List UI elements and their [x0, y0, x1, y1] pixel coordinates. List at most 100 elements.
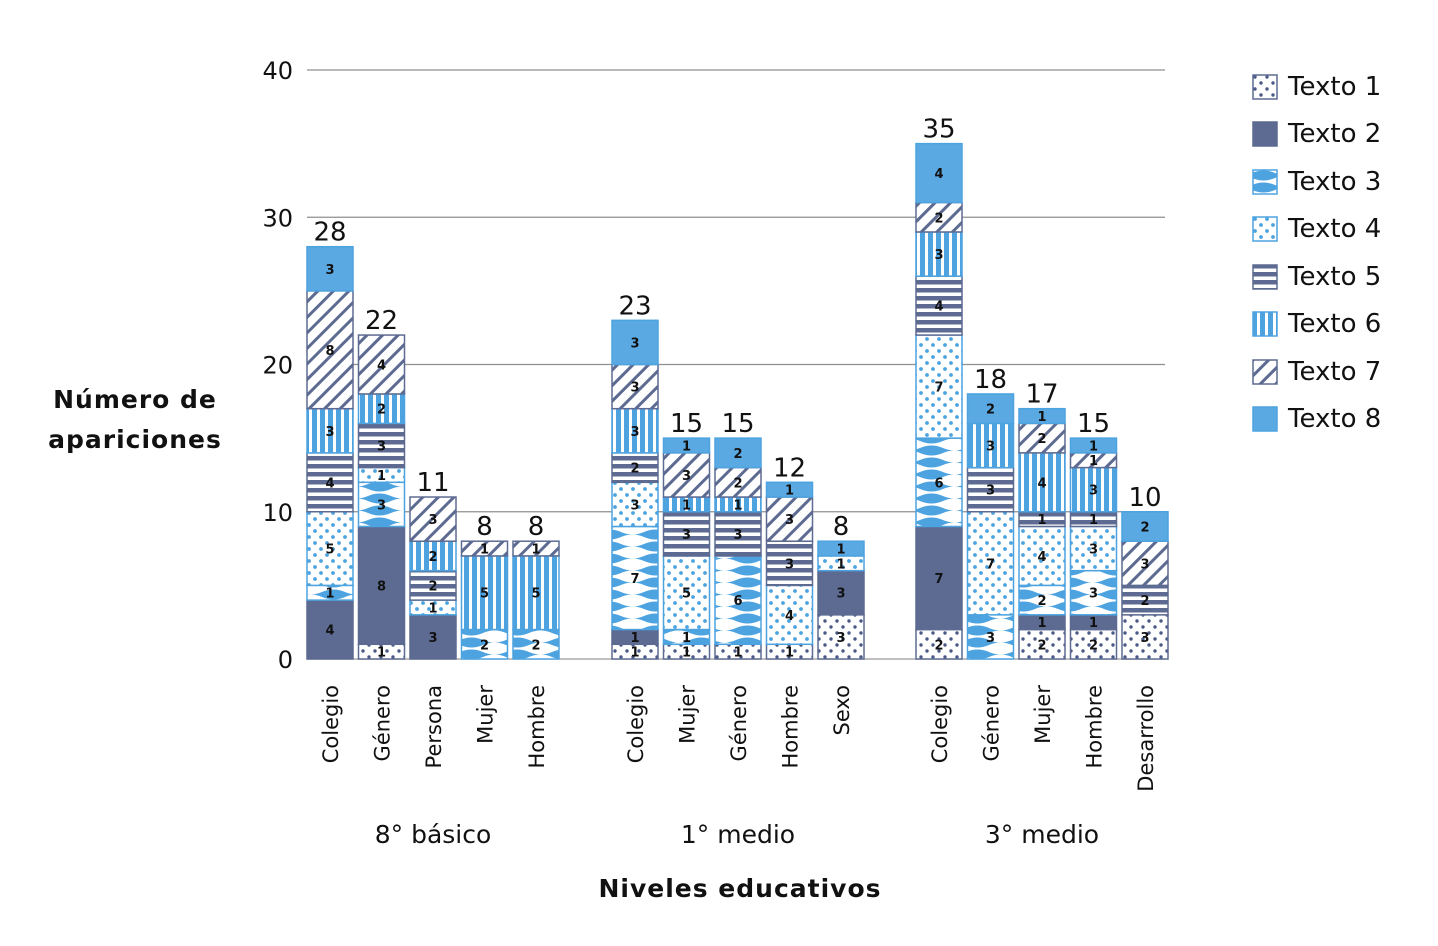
segment-value-label: 1: [1037, 513, 1046, 528]
segment-value-label: 3: [377, 498, 386, 513]
y-tick-label: 0: [278, 646, 293, 674]
legend-label: Texto 4: [1288, 214, 1382, 245]
segment-value-label: 1: [836, 557, 845, 572]
segment-value-label: 3: [1140, 557, 1149, 572]
legend-swatch-solid-icon: [1252, 121, 1278, 147]
segment-value-label: 1: [630, 631, 639, 646]
bar-segment-texto-5: [409, 569, 457, 601]
bar-segment-texto-5: [915, 275, 963, 336]
legend-label: Texto 1: [1288, 71, 1382, 102]
bar-segment-texto-3: [966, 614, 1015, 660]
bar-segment-texto-7: [1018, 422, 1066, 454]
legend-swatch-vertical-icon: [1252, 311, 1278, 337]
bar-colegio: 4 1 5 4 3 8 3 28: [306, 218, 354, 660]
x-axis-labels: Colegio Género Persona Mujer Hombre 8° básico…: [319, 685, 1158, 849]
bar-total-label: 22: [365, 306, 398, 336]
bar-segment-texto-3: [915, 437, 963, 528]
group-label: 3° medio: [985, 820, 1099, 849]
segment-value-label: 6: [733, 594, 742, 609]
segment-value-label: 4: [325, 624, 334, 639]
bar-segment-texto-4: [765, 584, 814, 646]
bar-segment-texto-2: [409, 614, 457, 660]
segment-value-label: 2: [377, 403, 386, 418]
bar-segment-texto-3: [1069, 569, 1118, 616]
bar-segment-texto-8: [817, 540, 865, 557]
segment-value-label: 2: [934, 211, 943, 226]
bar-segment-texto-7: [662, 452, 711, 498]
bar-segment-texto-2: [306, 599, 354, 660]
segment-value-label: 1: [1089, 513, 1098, 528]
bar-segment-texto-5: [714, 511, 762, 557]
segment-value-label: 8: [377, 579, 386, 594]
bar-segment-texto-1: [1121, 614, 1169, 660]
bar-segment-texto-7: [357, 334, 406, 395]
segment-value-label: 2: [934, 638, 943, 653]
bar-total-label: 11: [416, 468, 449, 498]
bar-segment-texto-5: [357, 422, 406, 469]
segment-value-label: 3: [986, 439, 995, 454]
segment-value-label: 4: [934, 300, 943, 315]
segment-value-label: 3: [1140, 631, 1149, 646]
legend-label: Texto 5: [1288, 261, 1382, 292]
x-tick-label: Persona: [422, 685, 446, 768]
segment-value-label: 8: [325, 344, 334, 359]
bar-segment-texto-7: [306, 290, 354, 410]
bar-segment-texto-8: [1121, 511, 1169, 542]
segment-value-label: 6: [934, 476, 943, 491]
bar-segment-texto-3: [611, 525, 659, 631]
x-tick-label: Mujer: [474, 685, 498, 744]
segment-value-label: 2: [733, 476, 742, 491]
legend-item-texto-2: Texto 2: [1252, 111, 1381, 159]
bar-segment-texto-3: [1018, 584, 1066, 616]
bar-total-label: 15: [721, 409, 754, 439]
y-tick-label: 30: [262, 204, 293, 232]
segment-value-label: 2: [733, 447, 742, 462]
bar-segment-texto-7: [1121, 540, 1169, 587]
bar-género: 3 7 3 3 2 18: [966, 365, 1015, 660]
segment-value-label: 1: [682, 439, 691, 454]
segment-value-label: 7: [630, 572, 639, 587]
bar-segment-texto-5: [1121, 584, 1169, 616]
segment-value-label: 3: [1089, 543, 1098, 558]
segment-value-label: 2: [1140, 520, 1149, 535]
segment-value-label: 3: [630, 336, 639, 351]
bar-segment-texto-5: [611, 452, 659, 484]
y-tick-label: 20: [262, 352, 293, 380]
x-tick-label: Género: [727, 685, 751, 761]
legend-label: Texto 2: [1288, 119, 1382, 150]
bar-segment-texto-8: [966, 393, 1015, 425]
bar-segment-texto-6: [611, 407, 659, 454]
bar-total-label: 15: [1077, 409, 1110, 439]
segment-value-label: 3: [986, 631, 995, 646]
segment-value-label: 3: [630, 381, 639, 396]
segment-value-label: 4: [377, 359, 386, 374]
bar-colegio: 2 7 6 7 4 3 2 4 35: [915, 115, 963, 660]
bar-segment-texto-8: [714, 437, 762, 469]
x-tick-label: Hombre: [1083, 685, 1107, 769]
segment-value-label: 3: [682, 528, 691, 543]
segment-value-label: 4: [1037, 476, 1046, 491]
segment-value-label: 1: [733, 498, 742, 513]
segment-value-label: 3: [1089, 587, 1098, 602]
x-tick-label: Desarrollo: [1134, 685, 1158, 792]
segment-value-label: 2: [531, 638, 540, 653]
legend-item-texto-7: Texto 7: [1252, 348, 1381, 396]
segment-value-label: 1: [1037, 616, 1046, 631]
legend-swatch-dots-light-icon: [1252, 216, 1278, 242]
bar-segment-texto-4: [966, 511, 1015, 616]
legend-item-texto-1: Texto 1: [1252, 63, 1381, 111]
y-axis-ticks: 0 10 20 30 40: [262, 57, 293, 674]
segment-value-label: 2: [986, 403, 995, 418]
legend-swatch-dots-dark-icon: [1252, 74, 1278, 100]
segment-value-label: 1: [630, 646, 639, 661]
x-tick-label: Género: [371, 685, 395, 761]
x-tick-label: Mujer: [1031, 685, 1055, 744]
legend: Texto 1 Texto 2 Texto 3 Texto 4 Texto 5 Texto…: [1252, 63, 1381, 443]
segment-value-label: 2: [1140, 594, 1149, 609]
bar-total-label: 28: [313, 218, 346, 248]
bar-total-label: 23: [618, 291, 651, 321]
bar-segment-texto-1: [1069, 628, 1118, 660]
